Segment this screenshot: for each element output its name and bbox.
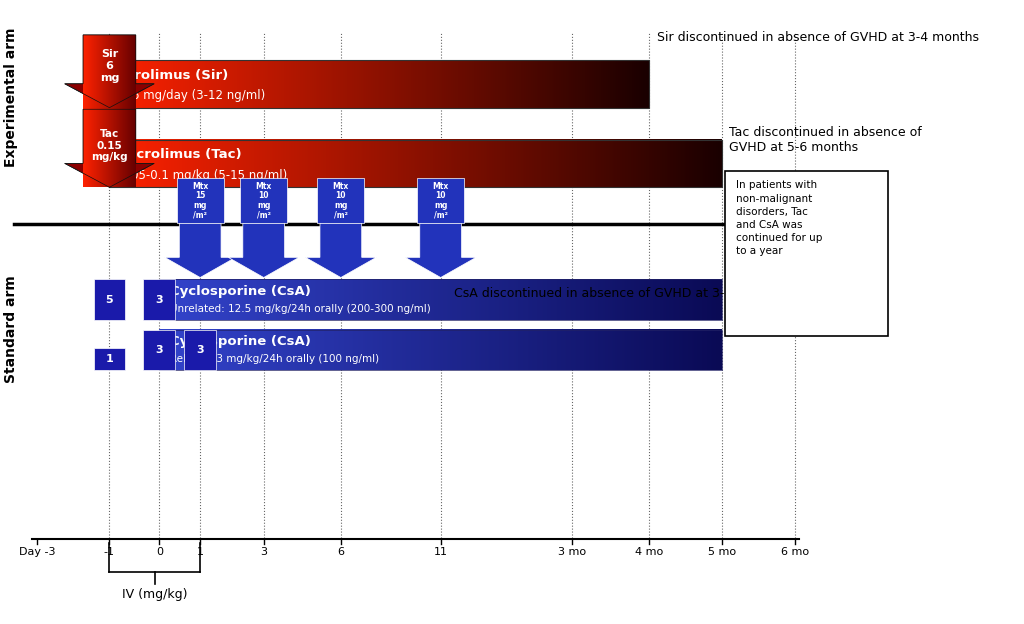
Text: 6: 6 bbox=[337, 547, 344, 557]
Text: IV (mg/kg): IV (mg/kg) bbox=[122, 588, 187, 601]
Text: Unrelated: 12.5 mg/kg/24h orally (200-300 ng/ml): Unrelated: 12.5 mg/kg/24h orally (200-30… bbox=[170, 303, 431, 313]
Text: Day -3: Day -3 bbox=[18, 547, 55, 557]
Bar bbox=[143, 279, 175, 320]
Text: Experimental arm: Experimental arm bbox=[4, 27, 18, 167]
Bar bbox=[317, 178, 365, 223]
Text: 3: 3 bbox=[156, 345, 163, 355]
Text: Sir
6
mg: Sir 6 mg bbox=[99, 49, 119, 82]
Bar bbox=[417, 178, 464, 223]
FancyBboxPatch shape bbox=[725, 172, 888, 336]
Polygon shape bbox=[65, 35, 155, 108]
Bar bbox=[184, 329, 216, 371]
Polygon shape bbox=[228, 223, 299, 278]
Polygon shape bbox=[165, 223, 236, 278]
Text: Mtx
10
mg
/m²: Mtx 10 mg /m² bbox=[432, 182, 449, 220]
Text: 3 mo: 3 mo bbox=[558, 547, 587, 557]
Text: 11: 11 bbox=[433, 547, 447, 557]
Text: -1: -1 bbox=[104, 547, 115, 557]
Bar bbox=[160, 279, 722, 320]
Text: Cyclosporine (CsA): Cyclosporine (CsA) bbox=[170, 335, 311, 348]
Text: Tac discontinued in absence of
GVHD at 5-6 months: Tac discontinued in absence of GVHD at 5… bbox=[729, 126, 922, 154]
Text: 3: 3 bbox=[156, 295, 163, 305]
Text: Mtx
10
mg
/m²: Mtx 10 mg /m² bbox=[333, 182, 349, 220]
Polygon shape bbox=[65, 109, 155, 187]
Text: In patients with
non-malignant
disorders, Tac
and CsA was
continued for up
to a : In patients with non-malignant disorders… bbox=[735, 180, 822, 256]
Bar bbox=[93, 348, 125, 371]
Text: 5 mo: 5 mo bbox=[708, 547, 736, 557]
Text: Mtx
10
mg
/m²: Mtx 10 mg /m² bbox=[256, 182, 271, 220]
Text: 5: 5 bbox=[105, 295, 114, 305]
Text: CsA discontinued in absence of GVHD at 3-6 months: CsA discontinued in absence of GVHD at 3… bbox=[455, 287, 783, 300]
Bar bbox=[176, 178, 224, 223]
Text: 0: 0 bbox=[156, 547, 163, 557]
Text: Sirolimus (Sir): Sirolimus (Sir) bbox=[121, 69, 228, 82]
Text: 0.05-0.1 mg/kg (5-15 ng/ml): 0.05-0.1 mg/kg (5-15 ng/ml) bbox=[121, 168, 288, 182]
Text: Tac
0.15
mg/kg: Tac 0.15 mg/kg bbox=[91, 129, 128, 162]
Bar bbox=[93, 279, 125, 320]
Text: 1-6 mg/day (3-12 ng/ml): 1-6 mg/day (3-12 ng/ml) bbox=[121, 89, 265, 102]
Text: Sir discontinued in absence of GVHD at 3-4 months: Sir discontinued in absence of GVHD at 3… bbox=[656, 31, 979, 44]
Bar bbox=[143, 329, 175, 371]
Text: 3: 3 bbox=[197, 345, 204, 355]
Bar bbox=[110, 140, 722, 187]
Bar bbox=[110, 60, 649, 108]
Polygon shape bbox=[305, 223, 377, 278]
Text: Tacrolimus (Tac): Tacrolimus (Tac) bbox=[121, 149, 242, 162]
Bar bbox=[240, 178, 288, 223]
Text: Standard arm: Standard arm bbox=[4, 275, 18, 383]
Text: Mtx
15
mg
/m²: Mtx 15 mg /m² bbox=[193, 182, 208, 220]
Text: Related: 3 mg/kg/24h orally (100 ng/ml): Related: 3 mg/kg/24h orally (100 ng/ml) bbox=[170, 354, 379, 364]
Text: 4 mo: 4 mo bbox=[635, 547, 664, 557]
Text: 6 mo: 6 mo bbox=[780, 547, 809, 557]
Text: Cyclosporine (CsA): Cyclosporine (CsA) bbox=[170, 285, 311, 298]
Text: 1: 1 bbox=[105, 354, 114, 364]
Polygon shape bbox=[406, 223, 476, 278]
Text: 3: 3 bbox=[260, 547, 267, 557]
Text: 1: 1 bbox=[197, 547, 204, 557]
Bar bbox=[160, 329, 722, 371]
